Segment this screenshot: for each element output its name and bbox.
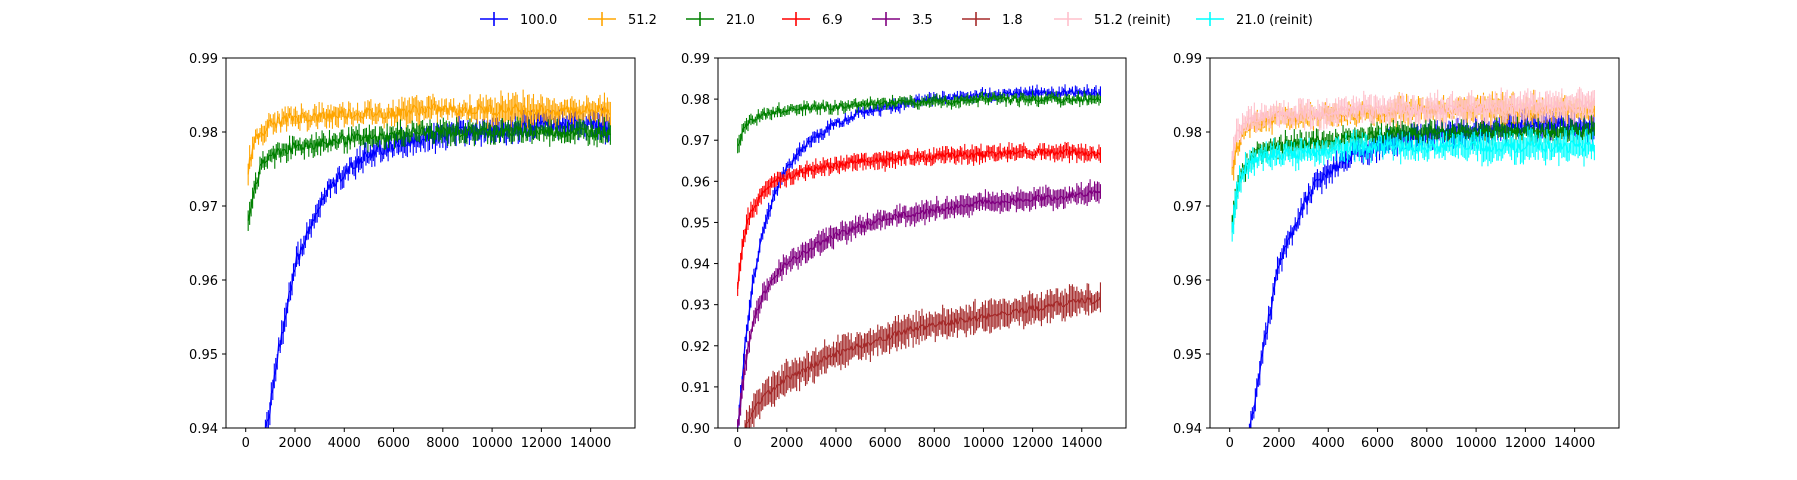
legend-label: 100.0	[520, 13, 557, 28]
axes-frame	[225, 57, 636, 429]
series-line	[737, 147, 1101, 290]
chart-panel-right: 0 2000 4000 6000 8000 10000 12000 14000 0.94 0.95…	[1173, 52, 1620, 451]
x-tick-label: 10000	[1455, 436, 1496, 451]
legend-label: 6.9	[822, 13, 843, 28]
series-line	[737, 189, 1101, 426]
x-tick-label: 6000	[377, 436, 410, 451]
x-tick-label: 10000	[471, 436, 512, 451]
y-tick-label: 0.97	[1173, 200, 1202, 215]
y-tick-label: 0.99	[189, 52, 218, 67]
x-tick-label: 4000	[328, 436, 361, 451]
legend-item: 100.0	[480, 12, 557, 28]
legend-label: 1.8	[1002, 13, 1023, 28]
legend-item: 1.8	[962, 12, 1023, 28]
y-tick-label: 0.94	[1173, 422, 1202, 437]
x-tick-label: 10000	[963, 436, 1004, 451]
y-tick-label: 0.96	[189, 274, 218, 289]
x-tick-label: 0	[242, 436, 250, 451]
x-tick-label: 6000	[1361, 436, 1394, 451]
y-tick-label: 0.94	[681, 258, 710, 273]
y-tick-label: 0.98	[1173, 126, 1202, 141]
chart-panel-middle: 0 2000 4000 6000 8000 10000 12000 14000 0.90 0.91…	[681, 52, 1127, 451]
legend-label: 51.2	[628, 13, 657, 28]
chart-panel-left: 0 2000 4000 6000 8000 10000 12000 14000 0.94 0.95…	[189, 52, 636, 451]
series-21-0-reinit-	[1231, 126, 1596, 242]
legend-item: 6.9	[782, 12, 843, 28]
legend-item: 51.2 (reinit)	[1054, 12, 1171, 28]
y-tick-label: 0.95	[1173, 348, 1202, 363]
y-tick-label: 0.92	[681, 340, 710, 355]
y-tick-label: 0.95	[189, 348, 218, 363]
series-line	[737, 93, 1101, 147]
x-tick-label: 0	[1226, 436, 1234, 451]
y-tick-label: 0.96	[1173, 274, 1202, 289]
x-tick-label: 12000	[521, 436, 562, 451]
y-tick-label: 0.98	[189, 126, 218, 141]
series-line	[737, 87, 1101, 428]
x-tick-label: 8000	[1410, 436, 1443, 451]
x-tick-label: 4000	[819, 436, 852, 451]
plot-area	[247, 89, 612, 428]
plot-area	[1231, 86, 1596, 428]
series-line	[744, 295, 1101, 428]
y-tick-label: 0.99	[1173, 52, 1202, 67]
legend-item: 21.0 (reinit)	[1196, 12, 1313, 28]
y-tick-label: 0.95	[681, 216, 710, 231]
legend-item: 21.0	[686, 12, 755, 28]
series-1-8	[744, 282, 1101, 428]
plot-area	[737, 84, 1101, 428]
y-tick-label: 0.91	[681, 381, 710, 396]
x-tick-label: 8000	[918, 436, 951, 451]
legend-item: 3.5	[872, 12, 933, 28]
x-tick-label: 14000	[570, 436, 611, 451]
series-line	[1231, 97, 1596, 160]
x-tick-label: 0	[734, 436, 742, 451]
axes-frame	[1209, 57, 1620, 429]
y-tick-label: 0.90	[681, 422, 710, 437]
series-51-2	[247, 89, 611, 186]
y-tick-label: 0.97	[681, 134, 710, 149]
y-tick-label: 0.99	[681, 52, 710, 67]
y-tick-label: 0.93	[681, 299, 710, 314]
series-21-0	[737, 90, 1101, 154]
y-tick-label: 0.97	[189, 200, 218, 215]
axes-frame	[717, 57, 1127, 429]
series-line	[247, 102, 611, 175]
x-tick-label: 4000	[1312, 436, 1345, 451]
legend-label: 3.5	[912, 13, 933, 28]
x-tick-label: 12000	[1012, 436, 1053, 451]
x-tick-label: 2000	[278, 436, 311, 451]
y-tick-label: 0.98	[681, 93, 710, 108]
series-line	[1249, 116, 1595, 428]
series-6-9	[737, 141, 1101, 297]
series-line	[1231, 138, 1596, 232]
x-tick-label: 8000	[426, 436, 459, 451]
legend-label: 51.2 (reinit)	[1094, 13, 1171, 28]
series-line	[1231, 123, 1595, 224]
legend-label: 21.0	[726, 13, 755, 28]
legend-label: 21.0 (reinit)	[1236, 13, 1313, 28]
series-100-0	[264, 107, 611, 428]
x-tick-label: 2000	[770, 436, 803, 451]
x-tick-label: 2000	[1262, 436, 1295, 451]
x-tick-label: 14000	[1061, 436, 1102, 451]
legend: 100.0 51.2 21.0 6.9 3.5 1.8 51.2 (reinit) 21.0 …	[480, 12, 1313, 28]
series-line	[247, 123, 612, 221]
x-tick-label: 12000	[1505, 436, 1546, 451]
legend-item: 51.2	[588, 12, 657, 28]
y-tick-label: 0.96	[681, 175, 710, 190]
series-3-5	[737, 179, 1101, 428]
x-tick-label: 6000	[869, 436, 902, 451]
series-51-2-reinit-	[1231, 86, 1596, 167]
y-tick-label: 0.94	[189, 422, 218, 437]
series-21-0	[247, 116, 612, 231]
series-line	[264, 118, 611, 428]
x-tick-label: 14000	[1554, 436, 1595, 451]
